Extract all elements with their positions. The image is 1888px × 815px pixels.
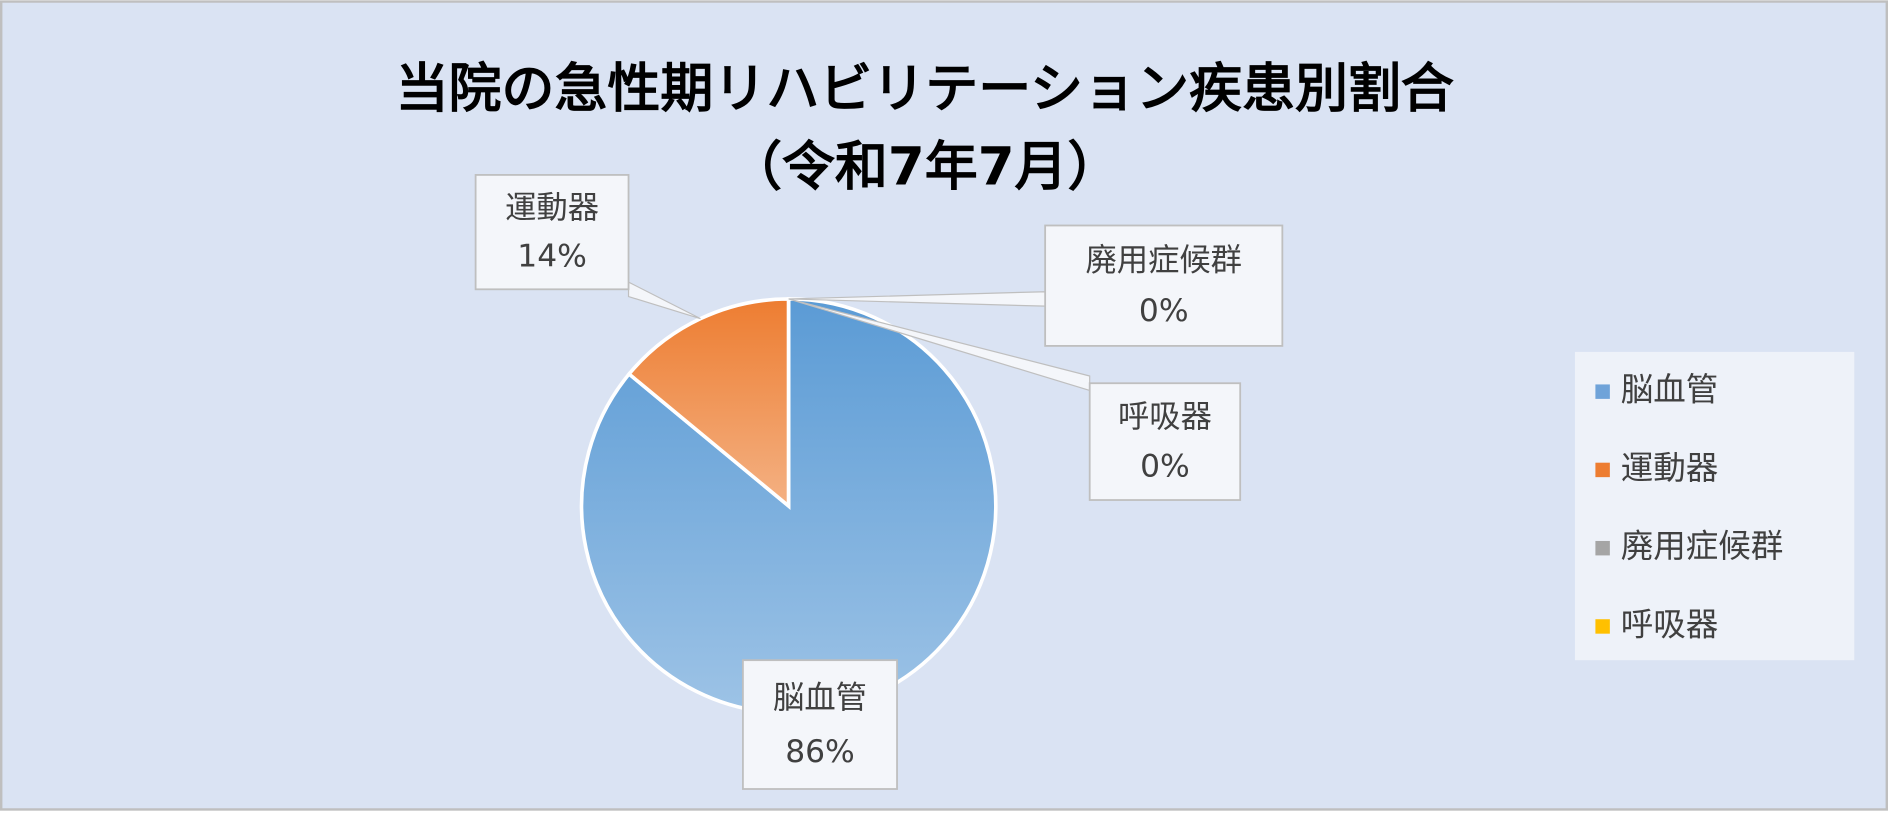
legend-marker [1595, 462, 1610, 478]
legend-marker [1595, 540, 1610, 556]
legend-label: 呼吸器 [1621, 605, 1719, 643]
chart-subtitle: （令和7年7月） [729, 137, 1121, 198]
data-label-name: 廃用症候群 [1085, 243, 1242, 279]
legend-label: 脳血管 [1621, 371, 1719, 409]
data-label-name: 脳血管 [773, 680, 867, 716]
data-label-box [742, 659, 898, 790]
legend-marker [1595, 619, 1610, 634]
legend-marker [1595, 384, 1610, 399]
data-label-box [1044, 224, 1284, 347]
data-label-box [1088, 382, 1242, 501]
data-label-value: 86% [785, 734, 855, 770]
data-label-name: 運動器 [505, 190, 599, 226]
legend-label: 運動器 [1621, 449, 1719, 487]
legend-label: 廃用症候群 [1621, 527, 1784, 565]
chart-title: 当院の急性期リハビリテーション疾患別割合 [396, 58, 1454, 119]
data-label-value: 0% [1140, 448, 1190, 484]
legend-box [1574, 351, 1855, 661]
data-label-box [474, 174, 630, 291]
data-label-value: 0% [1139, 293, 1189, 329]
data-label-value: 14% [517, 238, 587, 274]
data-label-name: 呼吸器 [1118, 399, 1212, 435]
